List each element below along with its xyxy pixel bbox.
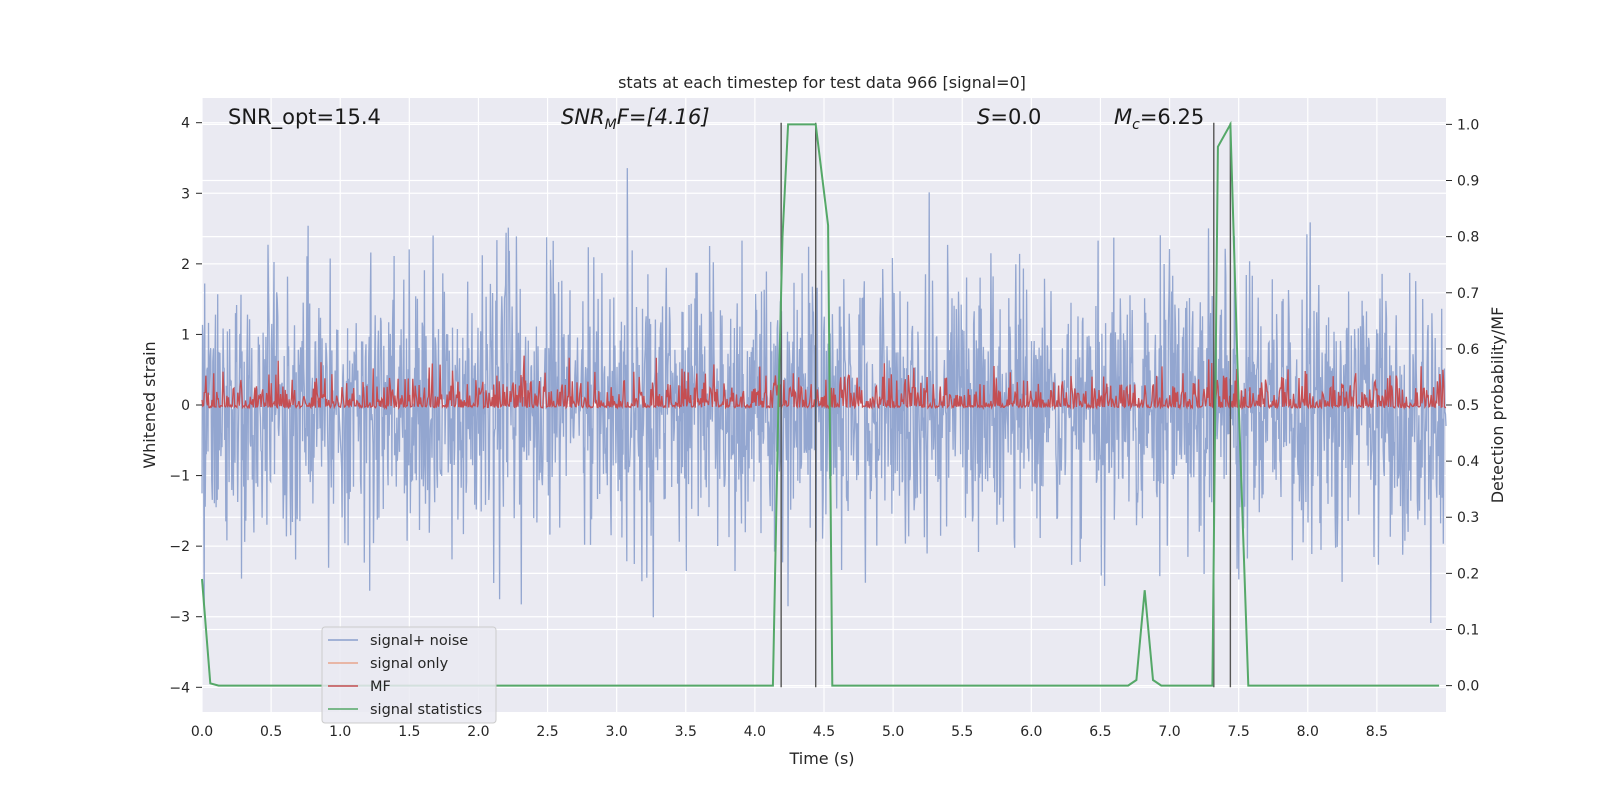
y-tick-label-right: 0.2 bbox=[1457, 566, 1479, 582]
y-tick-label-right: 0.9 bbox=[1457, 174, 1479, 190]
axis-ticks: 0.0 0.5 1.0 1.5 2.0 2.5 3.0 3.5 4.0 4.5 5.0 5.5 6.0 6… bbox=[169, 116, 1479, 740]
y-tick-label-left: −1 bbox=[169, 469, 190, 485]
y-tick-label-right: 0.3 bbox=[1457, 510, 1479, 526]
annotation-snr-mf: SNRMF=[4.16] bbox=[561, 105, 710, 133]
legend-label-mf: MF bbox=[370, 679, 391, 695]
x-tick-label: 5.5 bbox=[951, 724, 973, 740]
x-tick-label: 5.0 bbox=[882, 724, 904, 740]
x-tick-label: 1.5 bbox=[398, 724, 420, 740]
y-tick-label-right: 0.7 bbox=[1457, 286, 1479, 302]
y-tick-label-left: 4 bbox=[181, 116, 190, 132]
y-tick-label-left: 1 bbox=[181, 327, 190, 343]
x-tick-label: 4.5 bbox=[813, 724, 835, 740]
x-tick-label: 2.0 bbox=[467, 724, 489, 740]
x-tick-label: 7.5 bbox=[1228, 724, 1250, 740]
annotation-snr-opt: SNR_opt=15.4 bbox=[228, 105, 381, 130]
y-tick-label-right: 0.0 bbox=[1457, 679, 1479, 695]
x-tick-label: 2.5 bbox=[536, 724, 558, 740]
series-signal-statistics-line bbox=[201, 120, 1440, 687]
y-tick-label-right: 0.5 bbox=[1457, 398, 1479, 414]
y-tick-label-right: 0.6 bbox=[1457, 342, 1479, 358]
y-tick-label-left: −3 bbox=[169, 610, 190, 626]
y-tick-label-right: 1.0 bbox=[1457, 117, 1479, 133]
y-tick-label-left: 3 bbox=[181, 186, 190, 202]
y-tick-label-left: 0 bbox=[181, 398, 190, 414]
legend-box bbox=[321, 626, 497, 724]
y-axis-label-left: Whitened strain bbox=[140, 341, 159, 468]
x-tick-label: 0.5 bbox=[260, 724, 282, 740]
chart-title: stats at each timestep for test data 966… bbox=[618, 73, 1026, 92]
y-tick-label-right: 0.1 bbox=[1457, 622, 1479, 638]
x-tick-label: 8.0 bbox=[1297, 724, 1319, 740]
y-tick-label-right: 0.8 bbox=[1457, 230, 1479, 246]
y-axis-label-right: Detection probability/MF bbox=[1488, 307, 1507, 504]
annotation-s: S=0.0 bbox=[977, 105, 1041, 129]
x-tick-label: 3.5 bbox=[675, 724, 697, 740]
series-signal-noise bbox=[201, 168, 1447, 624]
x-tick-label: 6.0 bbox=[1020, 724, 1042, 740]
y-tick-label-left: −2 bbox=[169, 539, 190, 555]
x-tick-label: 0.0 bbox=[191, 724, 213, 740]
x-tick-label: 8.5 bbox=[1366, 724, 1388, 740]
x-tick-label: 6.5 bbox=[1089, 724, 1111, 740]
legend: signal+ noise signal only MF signal stat… bbox=[321, 626, 497, 724]
y-tick-label-right: 0.4 bbox=[1457, 454, 1479, 470]
x-tick-label: 3.0 bbox=[606, 724, 628, 740]
legend-label-signal-statistics: signal statistics bbox=[370, 702, 482, 718]
series-signal-noise-line bbox=[201, 168, 1447, 624]
legend-label-signal-noise: signal+ noise bbox=[370, 633, 468, 649]
annotation-mc: Mc=6.25 bbox=[1114, 105, 1204, 133]
y-tick-label-left: −4 bbox=[169, 680, 190, 696]
legend-label-signal-only: signal only bbox=[370, 656, 449, 672]
x-tick-label: 7.0 bbox=[1158, 724, 1180, 740]
x-axis-label: Time (s) bbox=[788, 749, 854, 768]
series-signal-statistics bbox=[201, 120, 1440, 687]
x-tick-label: 1.0 bbox=[329, 724, 351, 740]
y-tick-label-left: 2 bbox=[181, 257, 190, 273]
x-tick-label: 4.0 bbox=[744, 724, 766, 740]
